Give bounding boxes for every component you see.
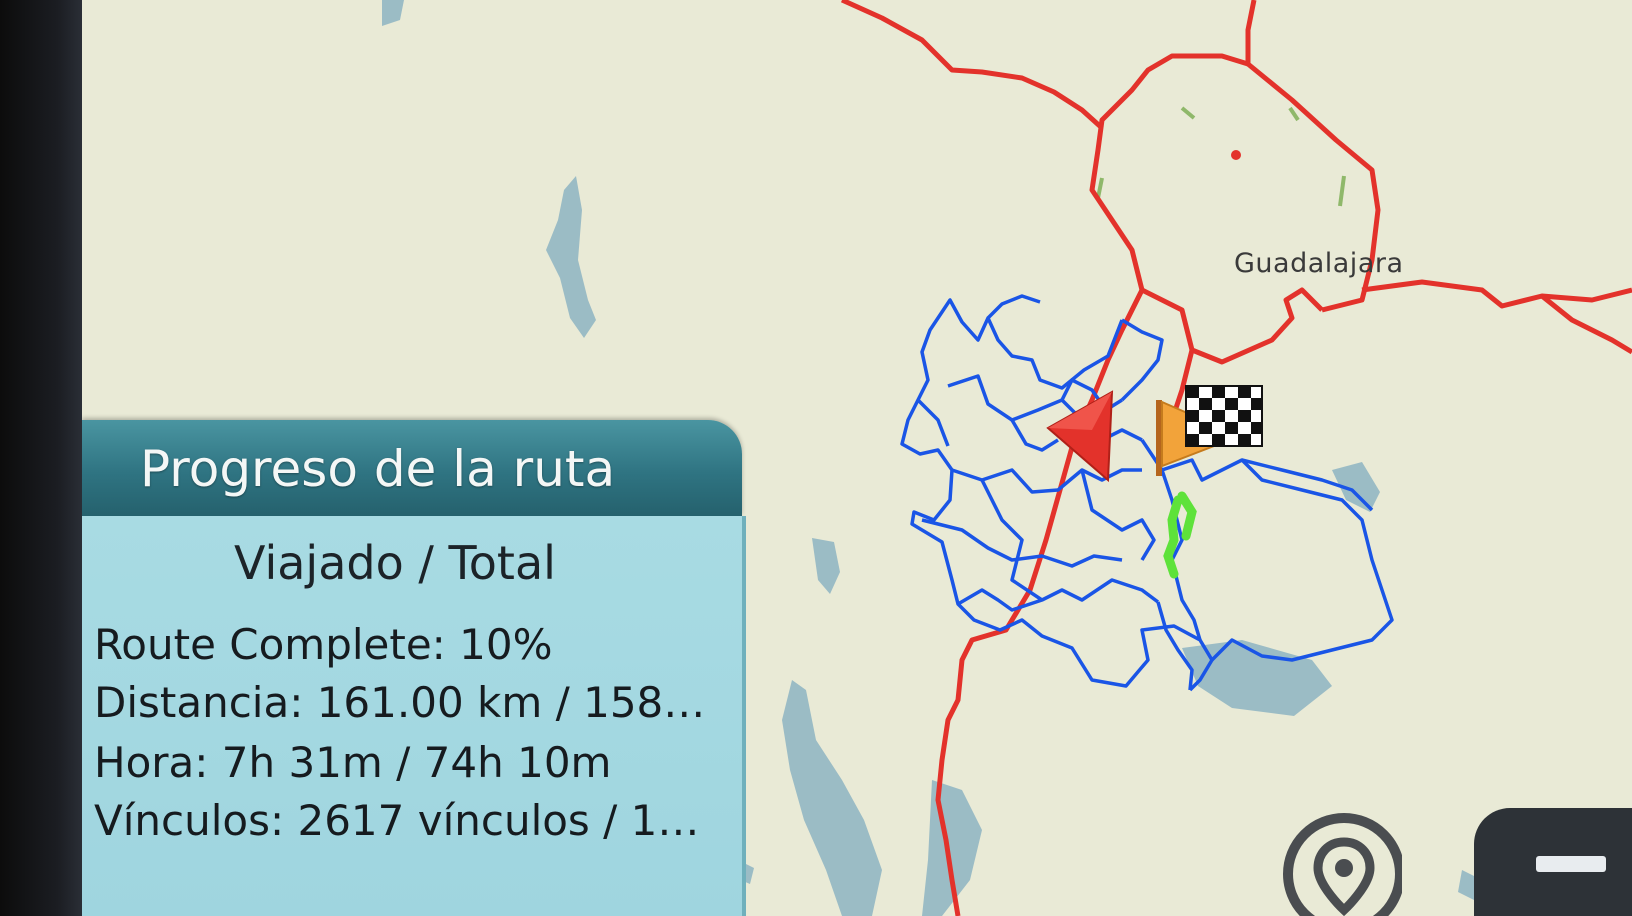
- highway: [840, 0, 1104, 130]
- minus-icon: [1536, 856, 1606, 872]
- lake: [782, 680, 882, 916]
- links-stat: Vínculos: 2617 vínculos / 1…: [94, 796, 700, 845]
- checkered-flag-icon: [1185, 385, 1263, 447]
- panel-subtitle: Viajado / Total: [234, 536, 556, 590]
- map-canvas[interactable]: [82, 0, 1632, 916]
- highway: [1246, 62, 1381, 313]
- map-screen[interactable]: Guadalajara Progreso de la ruta Viajado …: [82, 0, 1632, 916]
- highway: [1540, 294, 1632, 355]
- city-label: Guadalajara: [1234, 248, 1404, 279]
- locate-button[interactable]: [1282, 812, 1405, 916]
- panel-body: Viajado / Total Route Complete: 10% Dist…: [82, 516, 746, 916]
- water-bodies: [382, 0, 1482, 916]
- panel-header: Progreso de la ruta: [82, 420, 742, 516]
- lake: [382, 0, 404, 26]
- lake: [812, 538, 840, 594]
- zoom-out-button[interactable]: [1474, 808, 1632, 916]
- highways: [840, 0, 1632, 916]
- highway: [1140, 287, 1324, 365]
- lake: [922, 780, 982, 916]
- traveled-segment: [1163, 491, 1197, 579]
- city-center-dot: [1231, 150, 1241, 160]
- route-complete-stat: Route Complete: 10%: [94, 620, 553, 669]
- time-stat: Hora: 7h 31m / 74h 10m: [94, 738, 612, 787]
- route-progress-panel: Progreso de la ruta Viajado / Total Rout…: [82, 420, 746, 916]
- location-pin-icon: [1283, 813, 1405, 916]
- distance-stat: Distancia: 161.00 km / 158…: [94, 678, 706, 727]
- red-direction-arrow-icon: [1046, 390, 1114, 483]
- lake: [546, 176, 596, 338]
- park-marks: [1096, 106, 1346, 207]
- highway: [1089, 0, 1257, 291]
- panel-title: Progreso de la ruta: [140, 440, 616, 498]
- highway: [1361, 279, 1632, 309]
- screen-bezel: [0, 0, 82, 916]
- lake: [1332, 462, 1380, 512]
- route-network: [900, 294, 1394, 692]
